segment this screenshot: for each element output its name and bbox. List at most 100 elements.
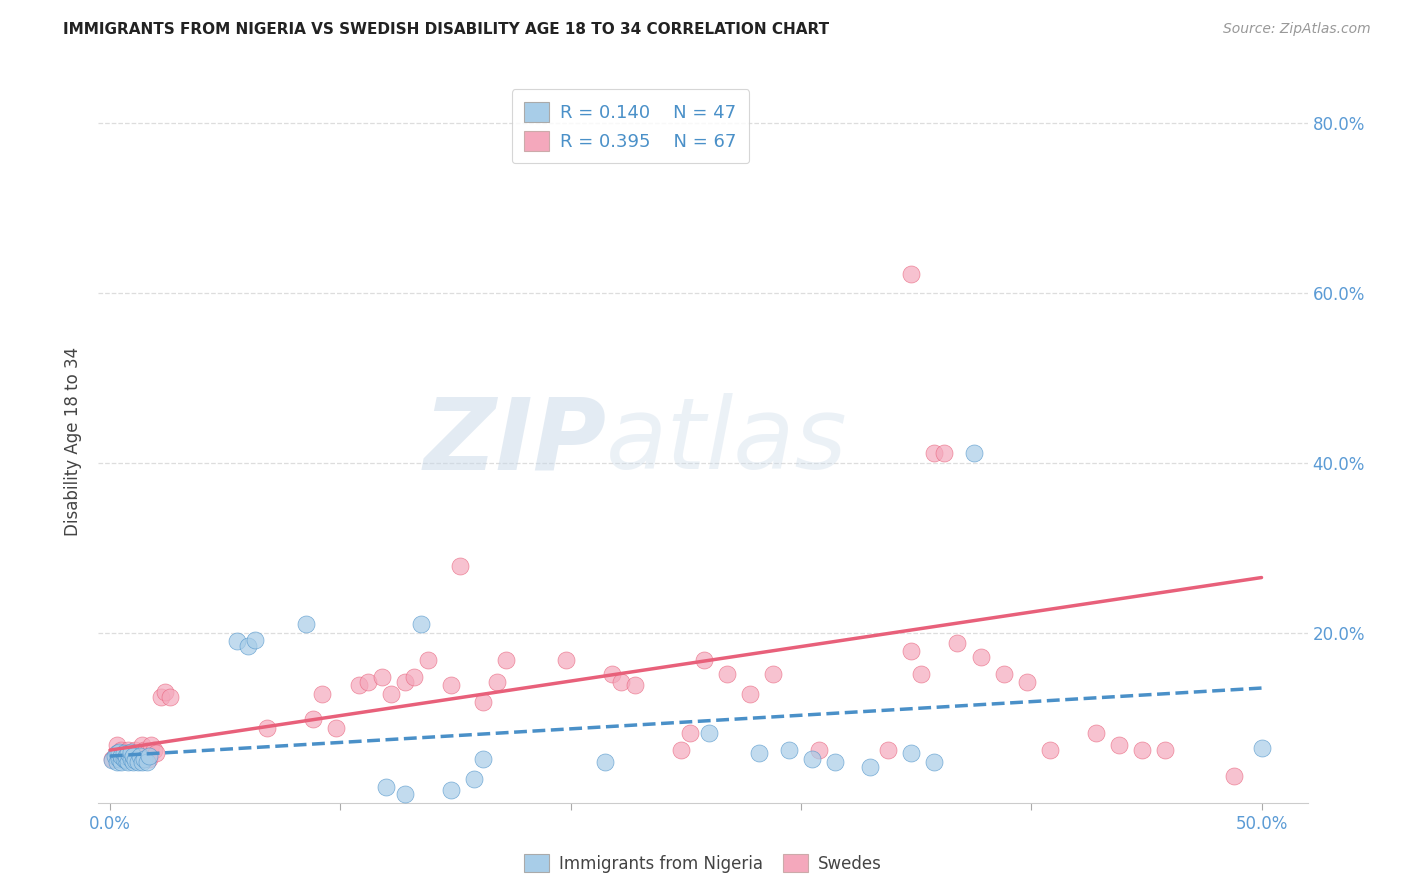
Point [108,751,131,765]
Point [924,445,946,459]
Point [593,755,616,769]
Point [127,755,149,769]
Point [600,666,623,681]
Point [225,634,247,648]
Point [128,751,150,765]
Point [440,678,463,692]
Point [108,751,131,765]
Point [325,721,347,735]
Point [463,772,485,786]
Point [394,675,416,690]
Point [117,743,139,757]
Point [128,749,150,764]
Point [859,760,882,774]
Point [101,753,124,767]
Point [693,653,716,667]
Point [131,738,153,752]
Point [347,678,370,692]
Point [969,649,991,664]
Point [1130,743,1153,757]
Point [946,636,969,650]
Legend: Immigrants from Nigeria, Swedes: Immigrants from Nigeria, Swedes [517,847,889,880]
Point [105,755,128,769]
Point [778,743,800,757]
Point [357,675,380,690]
Point [103,749,125,764]
Text: atlas: atlas [606,393,848,490]
Point [801,751,824,765]
Point [301,713,323,727]
Legend: R = 0.140    N = 47, R = 0.395    N = 67: R = 0.140 N = 47, R = 0.395 N = 67 [512,89,749,163]
Point [115,751,138,765]
Point [117,747,139,761]
Point [808,743,831,757]
Y-axis label: Disability Age 18 to 34: Disability Age 18 to 34 [65,347,83,536]
Point [110,743,132,757]
Point [555,653,578,667]
Point [108,745,131,759]
Point [375,780,398,795]
Point [624,678,647,692]
Point [120,747,142,761]
Point [824,755,846,769]
Point [138,749,160,764]
Point [127,747,149,761]
Point [112,747,135,761]
Point [748,747,770,761]
Point [993,666,1015,681]
Point [716,666,738,681]
Point [394,787,416,801]
Point [112,751,135,765]
Point [131,755,153,769]
Point [1039,743,1062,757]
Point [1084,726,1107,740]
Point [115,753,138,767]
Point [910,666,932,681]
Point [762,666,785,681]
Point [120,751,142,765]
Point [110,755,132,769]
Point [142,743,165,757]
Point [449,559,471,574]
Point [101,751,124,765]
Point [141,738,163,752]
Point [877,743,900,757]
Point [110,749,132,764]
Point [1223,769,1246,783]
Point [932,445,955,459]
Point [900,267,922,281]
Point [134,751,156,765]
Point [669,743,692,757]
Point [155,685,177,699]
Point [105,738,128,752]
Point [472,696,495,710]
Point [900,747,922,761]
Point [1108,738,1130,752]
Point [120,745,142,759]
Point [380,687,402,701]
Point [145,747,167,761]
Point [1250,740,1272,755]
Point [149,690,172,704]
Point [124,753,146,767]
Point [402,670,425,684]
Point [495,653,517,667]
Point [409,617,432,632]
Text: IMMIGRANTS FROM NIGERIA VS SWEDISH DISABILITY AGE 18 TO 34 CORRELATION CHART: IMMIGRANTS FROM NIGERIA VS SWEDISH DISAB… [63,22,830,37]
Point [416,653,439,667]
Point [134,743,156,757]
Point [243,632,266,647]
Point [472,751,495,765]
Point [1153,743,1175,757]
Point [122,755,145,769]
Point [117,755,139,769]
Point [924,755,946,769]
Point [900,644,922,658]
Point [370,670,392,684]
Point [485,675,508,690]
Point [610,675,633,690]
Point [1015,675,1038,690]
Point [124,743,146,757]
Point [135,755,157,769]
Text: ZIP: ZIP [423,393,606,490]
